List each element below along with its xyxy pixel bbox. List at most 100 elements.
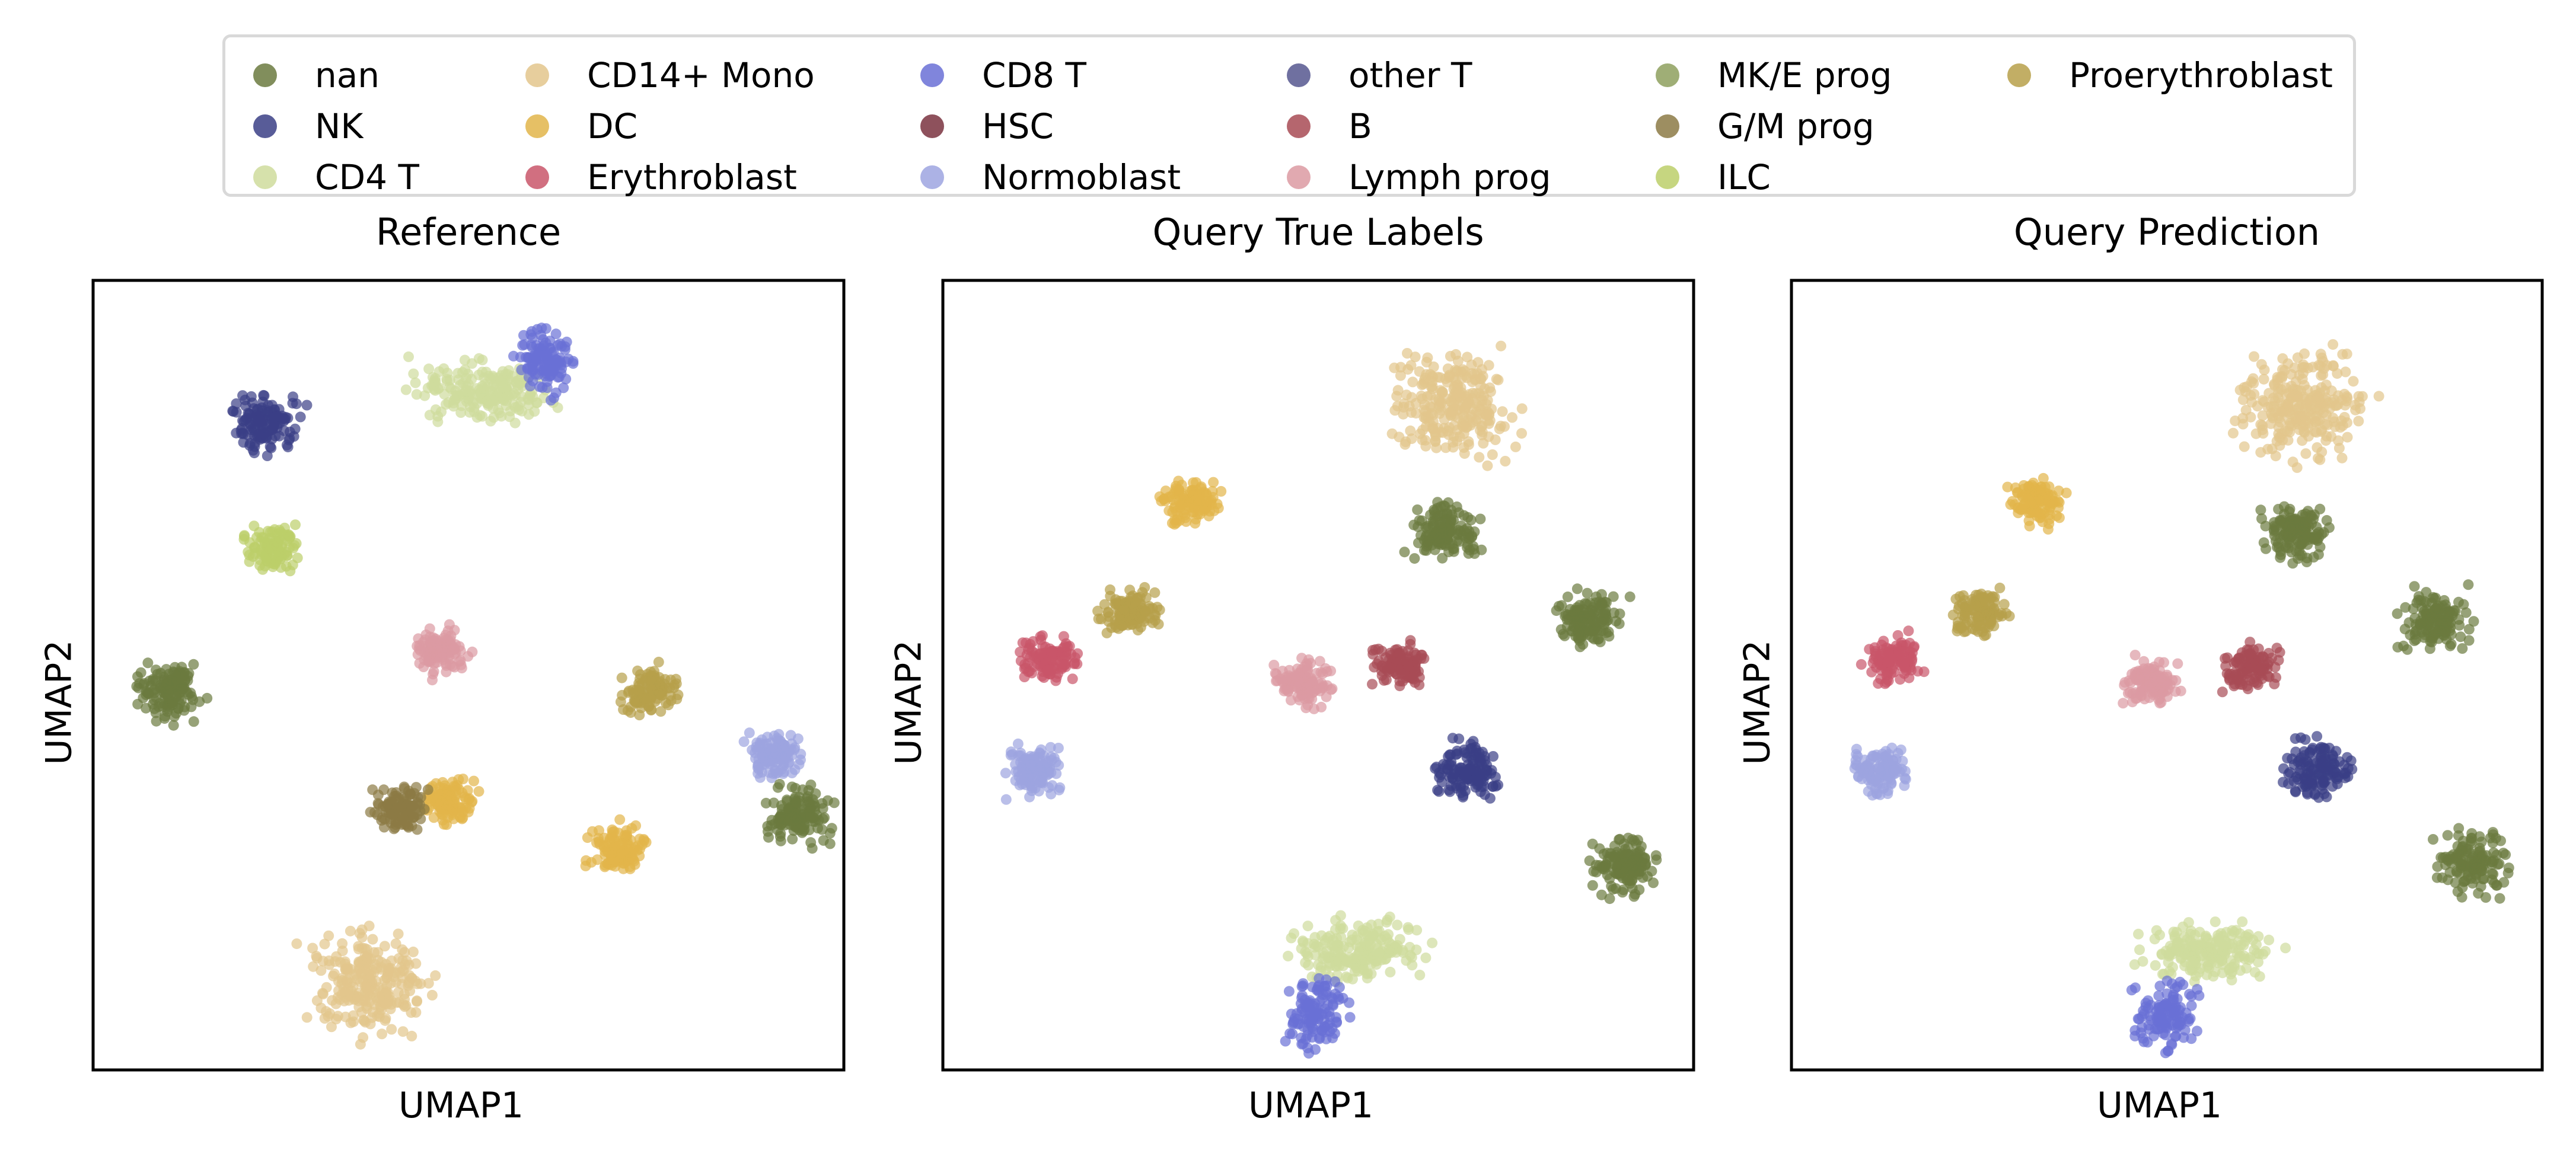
- scatter-point: [1627, 855, 1638, 866]
- scatter-point: [1450, 780, 1462, 791]
- scatter-point: [482, 381, 493, 392]
- scatter-point: [430, 385, 441, 396]
- scatter-point: [1358, 964, 1369, 976]
- scatter-point: [1616, 848, 1627, 859]
- scatter-point: [1059, 641, 1070, 652]
- scatter-point: [1412, 504, 1423, 515]
- scatter-point: [295, 411, 306, 423]
- scatter-point: [250, 548, 260, 559]
- scatter-point: [2300, 403, 2312, 414]
- scatter-point: [2286, 547, 2297, 558]
- legend-label: CD14+ Mono: [587, 55, 815, 95]
- legend-marker: [920, 63, 944, 87]
- scatter-point: [2269, 380, 2280, 391]
- scatter-point: [550, 328, 562, 340]
- scatter-point: [2296, 732, 2306, 743]
- scatter-point: [386, 955, 397, 966]
- scatter-point: [461, 373, 472, 384]
- scatter-point: [2001, 608, 2012, 619]
- scatter-point: [1181, 516, 1192, 527]
- scatter-point: [1436, 397, 1447, 408]
- scatter-point: [1890, 764, 1901, 775]
- legend-marker: [920, 165, 944, 189]
- scatter-point: [1918, 666, 1930, 678]
- scatter-point: [1271, 675, 1281, 686]
- scatter-point: [1445, 749, 1456, 761]
- scatter-point: [2278, 763, 2289, 774]
- scatter-point: [1433, 423, 1443, 434]
- scatter-point: [1980, 596, 1991, 608]
- scatter-point: [607, 850, 618, 861]
- legend-label: nan: [315, 55, 380, 95]
- scatter-point: [2270, 525, 2281, 536]
- scatter-point: [2239, 657, 2250, 668]
- scatter-point: [378, 784, 390, 795]
- scatter-point: [432, 793, 442, 804]
- scatter-point: [592, 854, 603, 865]
- scatter-point: [1425, 509, 1436, 520]
- scatter-point: [1867, 750, 1878, 762]
- scatter-point: [2244, 648, 2255, 660]
- scatter-point: [2321, 515, 2332, 526]
- scatter-point: [2345, 755, 2357, 766]
- scatter-point: [2342, 432, 2353, 443]
- scatter-point: [330, 998, 342, 1009]
- scatter-point: [380, 988, 391, 999]
- scatter-point: [1405, 425, 1416, 436]
- scatter-point: [263, 400, 274, 411]
- scatter-point: [444, 654, 455, 665]
- scatter-point: [2127, 696, 2138, 708]
- scatter-point: [560, 373, 572, 385]
- scatter-point: [1431, 442, 1442, 453]
- scatter-point: [2328, 360, 2339, 371]
- scatter-point: [248, 520, 260, 532]
- scatter-point: [468, 775, 479, 787]
- scatter-point: [2282, 358, 2294, 369]
- scatter-point: [1866, 666, 1877, 678]
- scatter-point: [1468, 541, 1479, 552]
- scatter-point: [188, 659, 199, 670]
- scatter-point: [527, 365, 538, 376]
- scatter-point: [2301, 557, 2312, 567]
- scatter-point: [393, 987, 404, 998]
- scatter-point: [135, 667, 146, 678]
- scatter-point: [461, 396, 472, 407]
- scatter-point: [1364, 934, 1375, 945]
- scatter-point: [775, 828, 786, 839]
- legend-item: CD14+ Mono: [525, 52, 815, 99]
- scatter-point: [426, 989, 438, 1001]
- scatter-point: [1367, 645, 1378, 656]
- scatter-point: [2409, 581, 2420, 592]
- legend-marker: [1287, 114, 1311, 138]
- scatter-point: [372, 947, 384, 958]
- scatter-point: [1402, 364, 1414, 375]
- scatter-point: [1110, 622, 1121, 633]
- scatter-point: [2463, 579, 2474, 590]
- scatter-point: [467, 646, 478, 657]
- scatter-point: [500, 378, 511, 389]
- scatter-point: [442, 625, 454, 637]
- scatter-point: [424, 623, 435, 634]
- scatter-point: [2239, 441, 2250, 452]
- scatter-point: [412, 824, 423, 835]
- scatter-point: [1414, 366, 1425, 377]
- scatter-point: [1344, 1012, 1356, 1023]
- scatter-point: [264, 441, 276, 452]
- scatter-point: [2328, 750, 2339, 762]
- scatter-point: [1058, 631, 1069, 642]
- scatter-point: [365, 1018, 376, 1030]
- scatter-point: [1440, 373, 1451, 384]
- scatter-point: [1853, 771, 1864, 782]
- scatter-point: [2175, 685, 2186, 696]
- scatter-point: [2302, 539, 2313, 550]
- scatter-point: [280, 414, 291, 425]
- scatter-point: [1321, 1008, 1332, 1019]
- scatter-point: [2266, 411, 2278, 422]
- scatter-point: [400, 1000, 412, 1011]
- scatter-point: [606, 832, 617, 844]
- scatter-point: [1427, 520, 1439, 532]
- scatter-point: [412, 640, 423, 651]
- scatter-point: [2290, 746, 2301, 758]
- scatter-point: [1410, 398, 1421, 409]
- scatter-point: [1872, 778, 1883, 789]
